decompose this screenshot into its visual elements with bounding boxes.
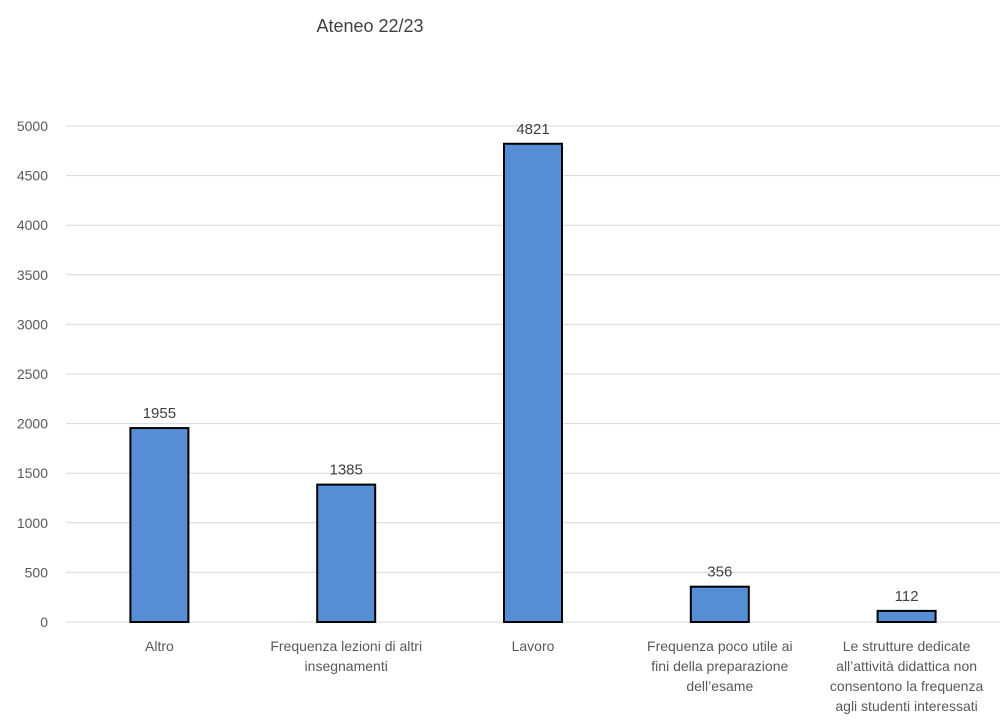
y-tick-label: 4500 — [17, 168, 48, 184]
bar — [129, 427, 190, 623]
data-label: 1385 — [330, 462, 363, 479]
chart-title: Ateneo 22/23 — [316, 16, 424, 36]
bars — [129, 142, 937, 624]
y-tick-label: 4000 — [17, 217, 48, 233]
y-tick-label: 1500 — [17, 465, 48, 481]
category-label: Altro — [145, 638, 174, 654]
y-tick-label: 5000 — [17, 118, 48, 134]
y-tick-label: 3000 — [17, 316, 48, 332]
bar — [689, 585, 750, 624]
bar — [876, 609, 937, 623]
category-labels: Altro Frequenza lezioni di altri insegname… — [145, 638, 983, 714]
y-tick-label: 2000 — [17, 416, 48, 432]
data-labels: 1955 1385 4821 356 112 — [143, 121, 919, 605]
data-label: 1955 — [143, 405, 176, 422]
y-tick-label: 1000 — [17, 515, 48, 531]
data-label: 4821 — [516, 121, 549, 138]
y-axis-ticks: 0 500 1000 1500 2000 2500 3000 3500 4000 4500 5000 — [17, 118, 48, 630]
data-label: 112 — [895, 588, 919, 605]
y-tick-label: 2500 — [17, 366, 48, 382]
y-tick-label: 3500 — [17, 267, 48, 283]
y-tick-label: 0 — [40, 614, 48, 630]
y-tick-label: 500 — [25, 564, 49, 580]
category-label: Lavoro — [512, 638, 555, 654]
category-label: Le strutture dedicate all’attività didatt… — [830, 638, 984, 714]
data-label: 356 — [707, 564, 732, 581]
bar — [316, 483, 377, 623]
category-label: Frequenza lezioni di altri insegnamenti — [270, 638, 422, 674]
category-label: Frequenza poco utile ai fini della prepar… — [647, 638, 793, 694]
bar — [503, 142, 563, 623]
